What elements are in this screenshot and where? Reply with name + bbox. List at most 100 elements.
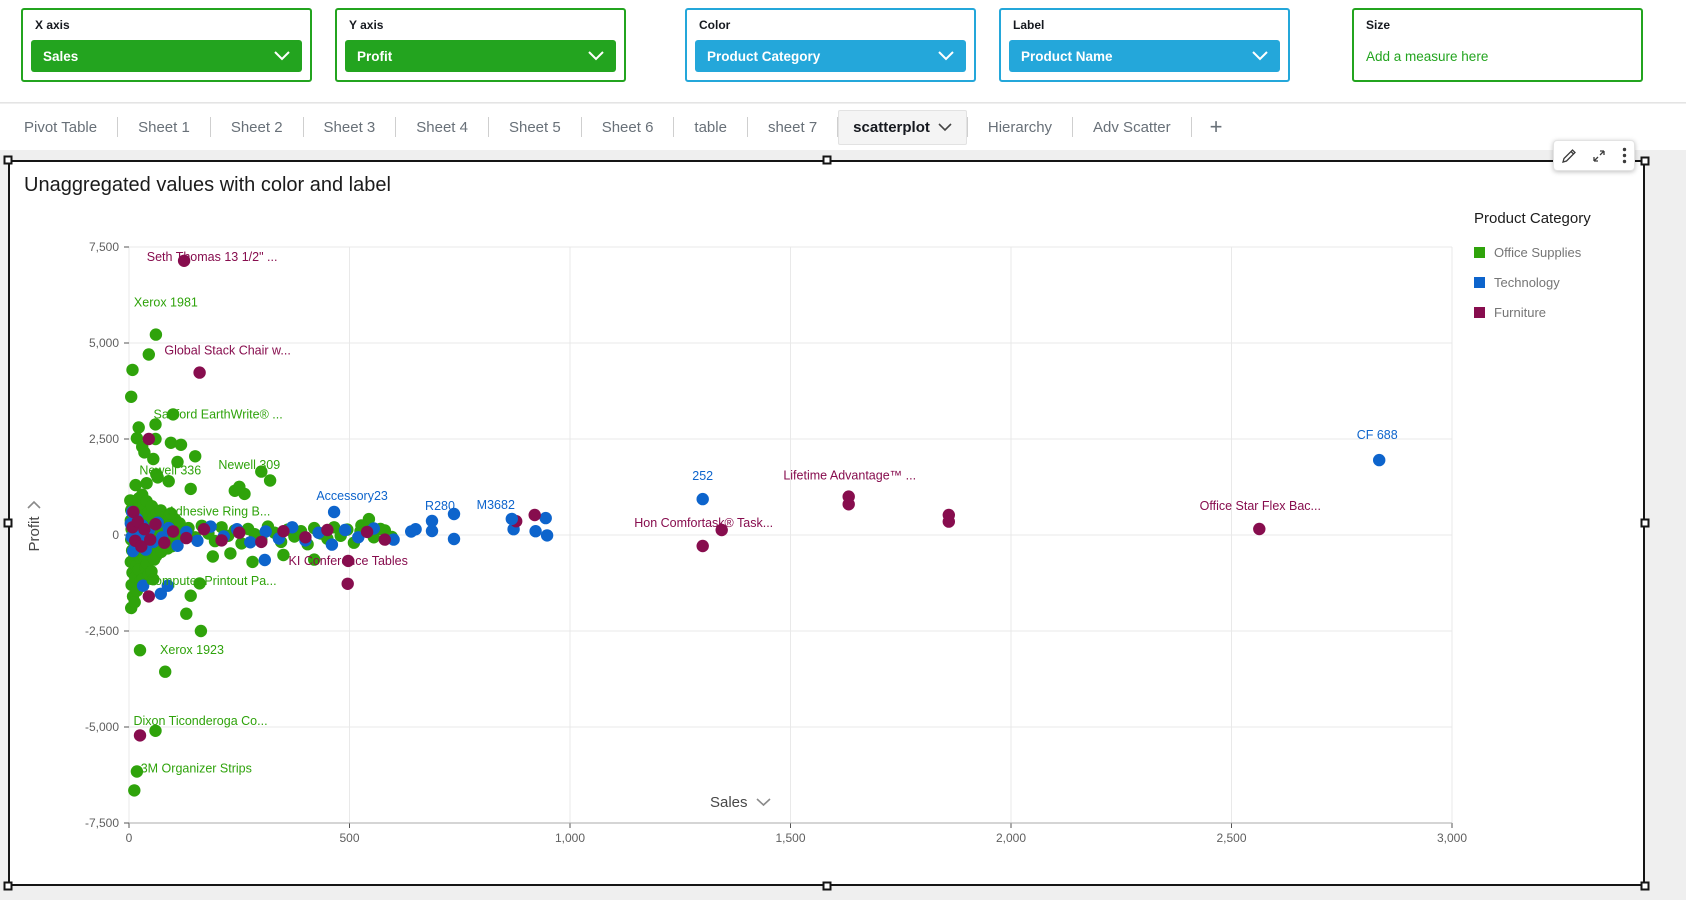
legend-item-office-supplies[interactable]: Office Supplies (1474, 245, 1634, 260)
data-point[interactable] (255, 535, 268, 549)
data-point[interactable] (127, 505, 140, 519)
data-point-labeled[interactable] (193, 366, 206, 379)
tab-scatterplot[interactable]: scatterplot (838, 109, 967, 145)
data-point[interactable] (184, 589, 197, 602)
data-point[interactable] (258, 553, 271, 567)
data-point[interactable] (132, 421, 145, 434)
selection-handle[interactable] (3, 155, 13, 165)
data-point[interactable] (133, 729, 147, 742)
menu-ellipsis-icon[interactable] (1622, 147, 1627, 164)
data-point[interactable] (244, 536, 257, 549)
data-point[interactable] (447, 507, 461, 521)
data-point[interactable] (259, 525, 272, 538)
data-point[interactable] (158, 536, 171, 549)
data-point-labeled[interactable] (327, 505, 341, 519)
data-point[interactable] (136, 579, 150, 592)
data-point[interactable] (360, 525, 374, 539)
data-point[interactable] (166, 525, 180, 538)
tab-adv-scatter[interactable]: Adv Scatter (1073, 113, 1191, 142)
data-point[interactable] (224, 547, 237, 560)
tab-sheet-3[interactable]: Sheet 3 (304, 113, 396, 142)
data-point[interactable] (325, 538, 339, 551)
data-point[interactable] (164, 436, 178, 449)
data-point-labeled[interactable] (696, 492, 709, 506)
data-point[interactable] (184, 482, 197, 496)
data-point[interactable] (341, 577, 354, 590)
selection-handle[interactable] (3, 518, 13, 528)
data-point[interactable] (540, 529, 554, 542)
data-point[interactable] (142, 348, 155, 361)
data-point[interactable] (142, 590, 155, 603)
data-point[interactable] (140, 477, 153, 490)
data-point[interactable] (154, 587, 167, 600)
data-point-labeled[interactable] (149, 328, 163, 341)
data-point[interactable] (128, 596, 141, 609)
data-point[interactable] (206, 550, 219, 563)
data-point[interactable] (696, 539, 709, 553)
data-point-labeled[interactable] (842, 490, 855, 503)
data-point[interactable] (378, 533, 391, 546)
data-point-labeled[interactable] (1373, 453, 1386, 467)
color-field-button[interactable]: Product Category (695, 40, 966, 72)
add-sheet-button[interactable]: + (1209, 114, 1223, 139)
data-point[interactable] (161, 579, 174, 592)
data-point[interactable] (130, 765, 144, 778)
data-point[interactable] (180, 607, 193, 620)
tab-table[interactable]: table (674, 113, 747, 142)
edit-pencil-icon[interactable] (1561, 148, 1577, 164)
tab-sheet-6[interactable]: Sheet 6 (582, 113, 674, 142)
data-point[interactable] (189, 450, 202, 463)
data-point-labeled[interactable] (166, 408, 180, 421)
data-point-labeled[interactable] (1253, 522, 1266, 536)
data-point[interactable] (246, 555, 259, 569)
expand-resize-icon[interactable] (1591, 148, 1607, 164)
tab-sheet-2[interactable]: Sheet 2 (211, 113, 303, 142)
data-point[interactable] (425, 524, 439, 538)
data-point[interactable] (409, 523, 422, 536)
legend-item-furniture[interactable]: Furniture (1474, 305, 1634, 320)
selection-handle[interactable] (3, 881, 13, 891)
data-point[interactable] (233, 526, 246, 539)
tab-hierarchy[interactable]: Hierarchy (968, 113, 1072, 142)
data-point[interactable] (191, 534, 204, 547)
data-point[interactable] (149, 518, 162, 531)
y-axis-title[interactable]: Profit (22, 466, 46, 586)
data-point-labeled[interactable] (164, 507, 178, 520)
data-point[interactable] (171, 539, 184, 552)
data-point-labeled[interactable] (342, 554, 355, 568)
tab-sheet-4[interactable]: Sheet 4 (396, 113, 488, 142)
size-field-dropzone[interactable]: Add a measure here (1366, 49, 1489, 64)
data-point[interactable] (138, 523, 151, 536)
data-point[interactable] (529, 525, 542, 538)
x-axis-field-button[interactable]: Sales (31, 40, 302, 72)
data-point[interactable] (387, 533, 400, 546)
data-point[interactable] (539, 511, 552, 525)
tab-pivot-table[interactable]: Pivot Table (4, 113, 117, 142)
selection-handle[interactable] (822, 155, 832, 165)
data-point[interactable] (135, 540, 148, 553)
tab-sheet-5[interactable]: Sheet 5 (489, 113, 581, 142)
data-point[interactable] (126, 363, 139, 377)
selection-handle[interactable] (822, 881, 832, 891)
tab-sheet-1[interactable]: Sheet 1 (118, 113, 210, 142)
data-point[interactable] (299, 531, 312, 544)
data-point[interactable] (528, 508, 541, 522)
data-point[interactable] (263, 474, 277, 487)
label-field-button[interactable]: Product Name (1009, 40, 1280, 72)
data-point[interactable] (180, 531, 193, 545)
data-point[interactable] (159, 665, 172, 678)
data-point-labeled[interactable] (133, 644, 147, 657)
data-point-labeled[interactable] (233, 480, 246, 494)
data-point[interactable] (338, 523, 352, 537)
legend-item-technology[interactable]: Technology (1474, 275, 1634, 290)
data-point-labeled[interactable] (177, 254, 191, 267)
data-point[interactable] (144, 533, 157, 546)
tab-sheet-7[interactable]: sheet 7 (748, 113, 837, 142)
data-point[interactable] (129, 478, 142, 492)
data-point[interactable] (197, 523, 211, 536)
data-point[interactable] (149, 418, 162, 431)
y-axis-field-button[interactable]: Profit (345, 40, 616, 72)
data-point-labeled[interactable] (149, 724, 162, 737)
data-point-labeled[interactable] (150, 468, 163, 481)
data-point[interactable] (308, 553, 321, 566)
